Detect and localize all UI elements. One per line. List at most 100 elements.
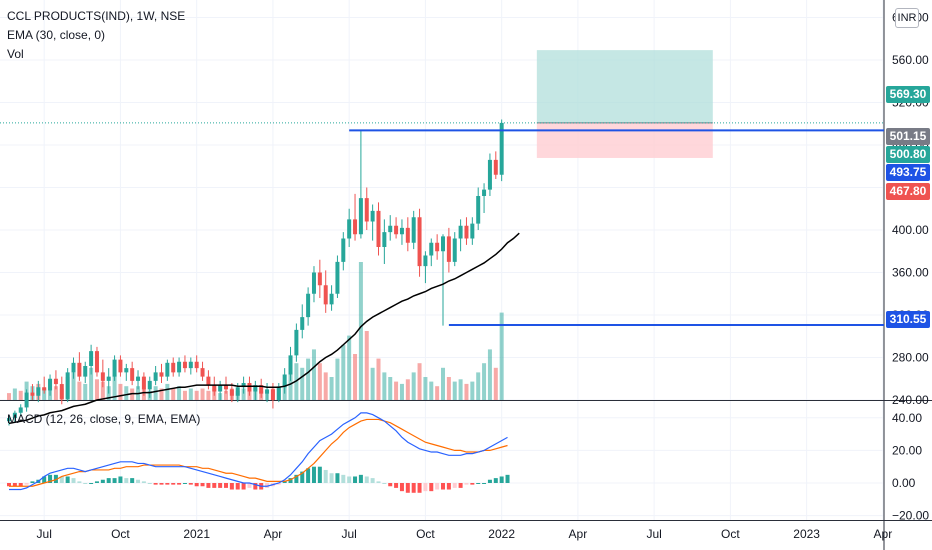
candle-body xyxy=(358,198,363,235)
macd-histogram-bar xyxy=(206,483,211,488)
volume-bar xyxy=(311,349,316,400)
candle-body xyxy=(458,225,463,239)
macd-histogram-bar xyxy=(71,478,76,483)
macd-legend[interactable]: MACD (12, 26, close, 9, EMA, EMA) xyxy=(7,412,201,426)
candle-body xyxy=(218,385,223,392)
candle-body xyxy=(182,361,187,369)
currency-unit-button[interactable]: INR xyxy=(895,8,919,28)
time-tick-label: Oct xyxy=(111,527,130,541)
macd-histogram-bar xyxy=(300,471,305,483)
macd-histogram-bar xyxy=(194,483,199,487)
macd-histogram-bar xyxy=(388,483,393,487)
candle-body xyxy=(235,387,240,396)
candle-body xyxy=(106,376,111,381)
candle-body xyxy=(165,362,170,377)
candle-body xyxy=(159,372,164,377)
macd-histogram-bar xyxy=(77,481,82,483)
macd-histogram-bar xyxy=(94,481,99,483)
macd-histogram-bar xyxy=(429,483,434,492)
symbol-legend[interactable]: CCL PRODUCTS(IND), 1W, NSE xyxy=(7,9,186,23)
volume-bar xyxy=(112,374,117,400)
volume-bar xyxy=(317,363,322,400)
candle-body xyxy=(311,272,316,294)
volume-bar xyxy=(171,388,176,400)
volume-bar xyxy=(182,390,187,400)
volume-bar xyxy=(382,372,387,400)
volume-bar xyxy=(394,381,399,400)
candle-body xyxy=(452,238,457,262)
macd-histogram-bar xyxy=(423,483,428,492)
time-tick-label: Jul xyxy=(37,527,52,541)
volume-bar xyxy=(300,367,305,400)
volume-bar xyxy=(100,381,105,400)
volume-bar xyxy=(446,377,451,400)
candle-body xyxy=(136,376,141,381)
candle-body xyxy=(118,359,123,373)
macd-histogram-bar xyxy=(212,483,217,488)
price-tick-label: 400.00 xyxy=(892,223,929,237)
candle-body xyxy=(370,210,375,222)
macd-histogram-bar xyxy=(112,478,117,483)
time-tick-label: 2023 xyxy=(793,527,820,541)
macd-histogram-bar xyxy=(106,478,111,483)
macd-histogram-bar xyxy=(411,483,416,493)
volume-bar xyxy=(7,393,11,400)
volume-bar xyxy=(288,372,293,400)
candle-body xyxy=(212,385,217,392)
candle-body xyxy=(48,378,53,391)
macd-histogram-bar xyxy=(347,476,352,483)
volume-bar xyxy=(177,386,182,400)
signal-line xyxy=(9,418,508,487)
volume-bar xyxy=(370,367,375,400)
macd-histogram-bar xyxy=(311,466,316,483)
candle-body xyxy=(7,418,11,422)
candle-body xyxy=(300,317,305,330)
macd-histogram-bar xyxy=(358,474,363,483)
volume-bar xyxy=(200,388,205,400)
candle-body xyxy=(247,383,252,392)
candle-body xyxy=(100,372,105,381)
macd-histogram-bar xyxy=(446,483,451,490)
macd-histogram-bar xyxy=(118,476,123,483)
candle-body xyxy=(394,225,399,235)
candle-body xyxy=(147,380,152,390)
candle-body xyxy=(188,361,193,369)
candle-body xyxy=(194,361,199,369)
macd-histogram-bar xyxy=(224,483,229,488)
macd-histogram-bar xyxy=(7,483,11,487)
macd-histogram-bar xyxy=(341,474,346,483)
macd-histogram-bar xyxy=(288,478,293,483)
time-tick-label: 2022 xyxy=(488,527,515,541)
candle-body xyxy=(53,378,58,385)
macd-histogram-bar xyxy=(458,483,463,488)
candle-body xyxy=(441,236,446,252)
volume-bar xyxy=(417,363,422,400)
volume-bar xyxy=(18,390,23,400)
target-price-tag: 569.30 xyxy=(886,86,930,103)
candle-body xyxy=(253,385,258,392)
macd-histogram-bar xyxy=(370,478,375,483)
volume-bar xyxy=(399,383,404,400)
macd-histogram-bar xyxy=(394,483,399,488)
ema-legend[interactable]: EMA (30, close, 0) xyxy=(7,28,106,42)
macd-histogram-bar xyxy=(499,476,504,483)
time-tick-label: Apr xyxy=(569,527,588,541)
candle-body xyxy=(429,242,434,256)
macd-histogram-bar xyxy=(136,479,141,483)
volume-bar xyxy=(441,367,446,400)
volume-bar xyxy=(341,344,346,400)
candle-body xyxy=(259,385,264,394)
candle-body xyxy=(112,359,117,377)
candle-body xyxy=(130,368,135,381)
volume-legend[interactable]: Vol xyxy=(7,47,24,61)
candle-body xyxy=(335,261,340,294)
macd-histogram-bar xyxy=(364,476,369,483)
macd-tick-label: −20.00 xyxy=(892,509,929,523)
candle-body xyxy=(476,196,481,224)
target-zone xyxy=(536,50,713,123)
stop-price-tag: 467.80 xyxy=(886,183,930,200)
macd-histogram-bar xyxy=(218,483,223,488)
volume-bar xyxy=(358,262,363,400)
macd-histogram-bar xyxy=(505,474,510,483)
